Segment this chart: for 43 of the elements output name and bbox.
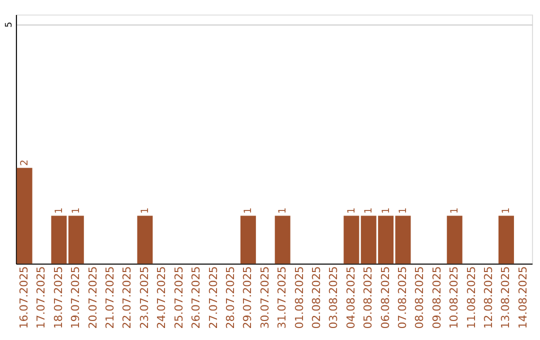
x-tick-label: 26.07.2025: [190, 266, 203, 329]
x-tick-label: 14.08.2025: [516, 266, 530, 329]
x-tick-label: 23.07.2025: [138, 266, 151, 329]
x-tick-label: 30.07.2025: [258, 266, 272, 329]
data-label: 1: [346, 207, 358, 214]
x-tick-label: 31.07.2025: [276, 266, 289, 329]
x-tick-label: 24.07.2025: [155, 266, 168, 329]
data-label: 1: [380, 207, 392, 214]
x-tick-label: 06.08.2025: [378, 266, 392, 329]
x-tick-label: 12.08.2025: [482, 266, 496, 329]
x-tick-label: 21.07.2025: [104, 266, 117, 329]
x-tick-label: 18.07.2025: [52, 266, 65, 329]
x-tick-label: 20.07.2025: [86, 266, 100, 329]
data-label: 2: [20, 160, 31, 166]
data-label: 1: [364, 207, 375, 214]
x-tick-label: 05.08.2025: [362, 266, 375, 329]
data-label: 1: [450, 207, 461, 214]
x-tick-label: 13.08.2025: [499, 266, 512, 329]
x-tick-label: 25.07.2025: [172, 266, 186, 329]
data-label: 1: [243, 207, 254, 214]
data-label: 1: [501, 207, 512, 214]
data-label: 1: [71, 207, 82, 214]
x-tick-label: 08.08.2025: [413, 266, 426, 329]
x-tick-label: 07.08.2025: [396, 266, 409, 329]
data-label: 1: [398, 207, 409, 214]
x-tick-label: 16.07.2025: [18, 266, 31, 329]
x-tick-label: 29.07.2025: [241, 266, 254, 329]
y-tick-label: 5: [4, 22, 14, 28]
x-tick-label: 03.08.2025: [327, 266, 340, 329]
x-tick-label: 09.08.2025: [430, 266, 444, 329]
x-tick-label: 10.08.2025: [448, 266, 461, 329]
data-label: 1: [54, 207, 65, 214]
x-tick-label: 04.08.2025: [344, 266, 358, 329]
data-label: 1: [140, 207, 151, 214]
x-tick-label: 01.08.2025: [292, 266, 306, 329]
x-tick-label: 11.08.2025: [464, 266, 478, 329]
x-tick-label: 22.07.2025: [120, 266, 134, 329]
x-tick-label: 19.07.2025: [69, 266, 82, 329]
x-tick-label: 17.07.2025: [34, 266, 48, 329]
x-tick-label: 02.08.2025: [310, 266, 323, 329]
x-tick-label: 27.07.2025: [206, 266, 220, 329]
data-label: 1: [278, 207, 289, 214]
x-tick-label: 28.07.2025: [224, 266, 237, 329]
